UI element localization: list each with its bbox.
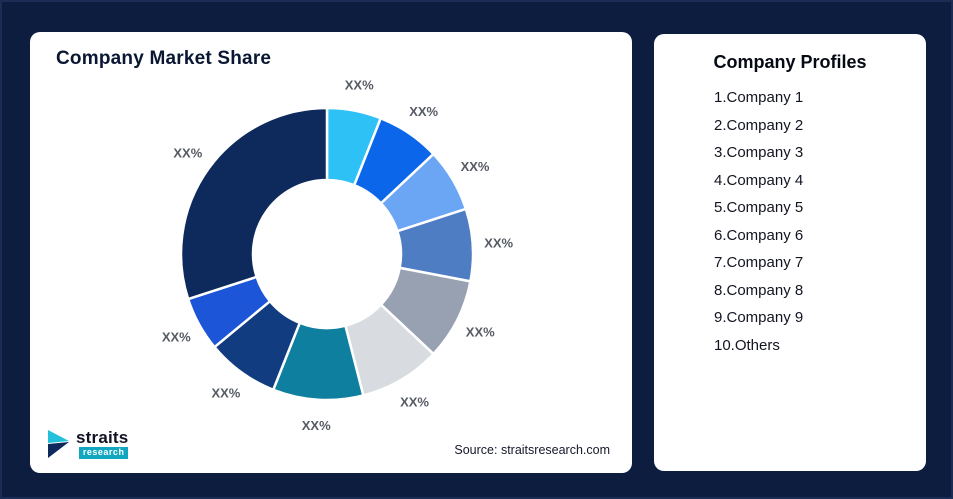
- segment-label-company-6: XX%: [400, 395, 429, 410]
- segment-label-company-4: XX%: [484, 236, 513, 251]
- logo-subtitle: research: [78, 447, 129, 459]
- segment-label-company-5: XX%: [466, 325, 495, 340]
- profile-item: 8.Company 8: [714, 281, 804, 299]
- donut-segment-others: [179, 106, 329, 301]
- segment-label-company-7: XX%: [302, 418, 331, 433]
- company-profiles-card: Company Profiles 1.Company 1 2.Company 2…: [654, 34, 926, 471]
- profile-item: 7.Company 7: [714, 254, 804, 271]
- profile-item: 3.Company 3: [714, 144, 804, 161]
- segment-label-others: XX%: [173, 145, 202, 160]
- segment-label-company-3: XX%: [461, 159, 490, 174]
- market-share-card: XX% XX% XX% XX% XX% XX% XX% XX% XX% XX% Company M…: [30, 32, 632, 473]
- source-attribution: Source: straitsresearch.com: [454, 443, 610, 457]
- profiles-title: Company Profiles: [713, 52, 867, 72]
- donut-chart: XX% XX% XX% XX% XX% XX% XX% XX% XX% XX%: [162, 78, 514, 434]
- segment-label-company-8: XX%: [211, 386, 240, 401]
- profiles-list: 1.Company 1 2.Company 2 3.Company 3 4.Co…: [654, 89, 926, 354]
- segment-label-company-9: XX%: [162, 329, 191, 344]
- profile-item: 1.Company 1: [714, 89, 804, 106]
- profile-item: 9.Company 9: [714, 309, 804, 326]
- profile-item: 2.Company 2: [714, 116, 804, 134]
- profile-item: 6.Company 6: [714, 226, 804, 244]
- profile-item: 4.Company 4: [714, 171, 804, 189]
- logo-arrow-icon: [48, 430, 69, 458]
- chart-title: Company Market Share: [56, 48, 272, 69]
- profile-item: 5.Company 5: [714, 199, 804, 216]
- logo-name: straits: [76, 428, 129, 447]
- profile-item: 10.Others: [714, 336, 780, 354]
- segment-label-company-2: XX%: [409, 104, 438, 119]
- segment-label-company-1: XX%: [345, 78, 374, 93]
- straits-research-logo: straits research: [48, 428, 129, 459]
